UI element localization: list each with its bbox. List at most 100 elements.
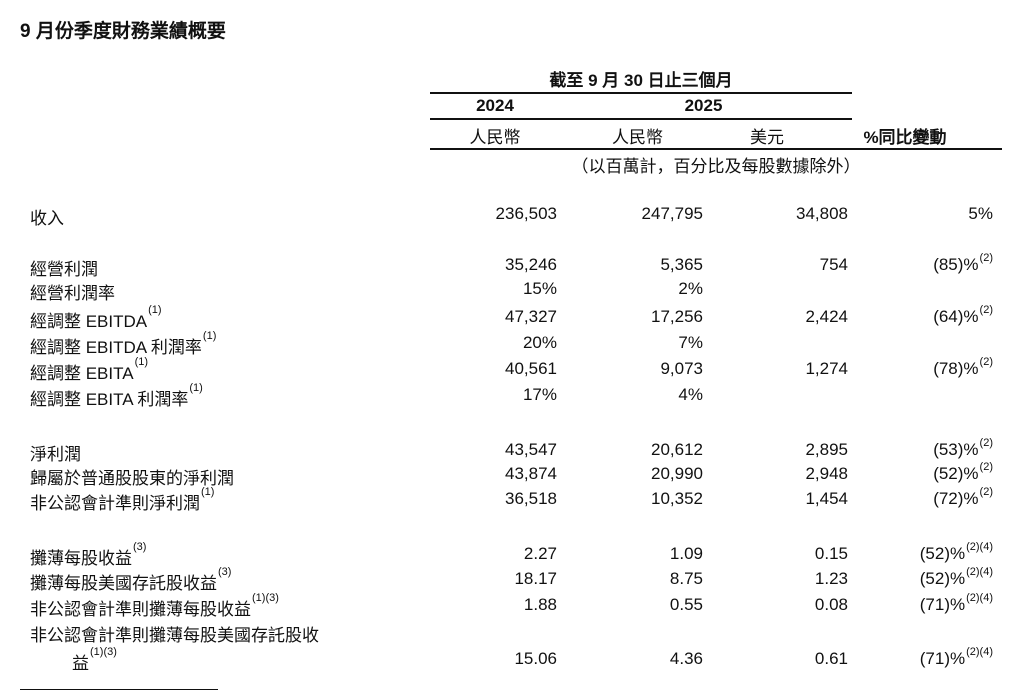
table-row: 經調整 EBITA(1) 40,561 9,073 1,274 (78)%(2)	[0, 356, 1024, 384]
yoy-text: (71)%	[919, 595, 966, 614]
value-yoy-change: (78)%(2)	[933, 356, 993, 379]
label-text: 歸屬於普通股股東的淨利潤	[30, 469, 234, 488]
value-2025-usd: 0.15	[814, 544, 848, 563]
value-2025-usd: 1.23	[814, 569, 848, 588]
value-yoy-change: (85)%(2)	[933, 252, 993, 275]
value-2025-rmb: 9,073	[660, 359, 703, 378]
value-2025-rmb: 20,612	[651, 440, 703, 459]
table-row: 經營利潤 35,246 5,365 754 (85)%(2)	[0, 252, 1024, 280]
footnote-ref: (1)	[134, 356, 149, 368]
table-row: 益(1)(3) 15.06 4.36 0.61 (71)%(2)(4)	[0, 646, 1024, 673]
row-label: 經調整 EBITDA 利潤率(1)	[30, 330, 217, 358]
row-label: 經營利潤	[30, 255, 98, 280]
value-2024-rmb: 47,327	[505, 307, 557, 326]
divider	[430, 118, 560, 120]
divider	[555, 118, 852, 120]
value-2025-rmb: 10,352	[651, 489, 703, 508]
value-2024-rmb: 43,874	[505, 464, 557, 483]
table-row: 經營利潤率 15% 2%	[0, 279, 1024, 303]
footnote-ref: (2)	[979, 461, 993, 473]
yoy-text: 5%	[968, 204, 993, 223]
footnote-ref: (3)	[133, 541, 147, 553]
label-text: 淨利潤	[30, 445, 81, 464]
divider	[555, 148, 748, 150]
row-label: 攤薄每股美國存託股收益(3)	[30, 566, 231, 594]
footnote-ref: (1)	[201, 486, 215, 498]
table-row: 非公認會計準則淨利潤(1) 36,518 10,352 1,454 (72)%(2)	[0, 486, 1024, 513]
unit-note: （以百萬計，百分比及每股數據除外）	[571, 157, 861, 176]
value-2024-rmb: 18.17	[514, 569, 557, 588]
year-2024-header: 2024	[476, 96, 514, 115]
value-yoy-change: (72)%(2)	[933, 486, 993, 509]
value-2025-rmb: 5,365	[660, 255, 703, 274]
footnote-ref: (1)	[202, 330, 217, 342]
year-2025-header: 2025	[684, 96, 723, 115]
footnote-ref: (2)	[979, 304, 993, 316]
footnote-ref: (2)(4)	[966, 646, 993, 658]
value-2025-usd: 1,454	[805, 489, 848, 508]
value-2025-usd: 2,948	[805, 464, 848, 483]
footnote-ref: (2)	[979, 486, 993, 498]
footnote-ref: (2)	[979, 252, 993, 264]
value-2024-rmb: 40,561	[505, 359, 557, 378]
table-row: 歸屬於普通股股東的淨利潤 43,874 20,990 2,948 (52)%(2)	[0, 461, 1024, 489]
divider	[682, 148, 852, 150]
value-2025-rmb: 7%	[678, 333, 703, 352]
value-2025-rmb: 17,256	[651, 307, 703, 326]
value-2025-rmb: 20,990	[651, 464, 703, 483]
row-label: 歸屬於普通股股東的淨利潤	[30, 464, 234, 489]
value-2025-usd: 0.61	[814, 649, 848, 668]
value-2024-rmb: 20%	[522, 333, 557, 352]
yoy-text: (64)%	[933, 307, 979, 326]
value-2024-rmb: 15%	[522, 279, 557, 298]
footnote-ref: (1)(3)	[252, 592, 279, 604]
label-text: 經調整 EBITDA	[30, 312, 148, 331]
value-2025-rmb: 247,795	[641, 204, 703, 223]
value-2024-rmb: 17%	[522, 385, 557, 404]
row-label: 經調整 EBITA(1)	[30, 356, 149, 384]
value-2025-usd: 34,808	[796, 204, 848, 223]
label-text: 經調整 EBITDA 利潤率	[30, 338, 202, 357]
table-row: 攤薄每股收益(3) 2.27 1.09 0.15 (52)%(2)(4)	[0, 541, 1024, 568]
row-label: 非公認會計準則攤薄每股收益(1)(3)	[30, 592, 279, 620]
value-2025-usd: 754	[819, 255, 848, 274]
label-text: 非公認會計準則淨利潤	[30, 494, 200, 513]
yoy-text: (85)%	[933, 255, 979, 274]
footnote-ref: (2)(4)	[966, 566, 993, 578]
value-2025-rmb: 4%	[678, 385, 703, 404]
value-2024-rmb: 2.27	[523, 544, 557, 563]
label-text: 經營利潤	[30, 260, 98, 279]
footnote-ref: (1)(3)	[90, 646, 117, 658]
col-usd: 美元	[750, 128, 784, 147]
yoy-text: (52)%	[919, 544, 966, 563]
value-yoy-change: (53)%(2)	[933, 437, 993, 460]
value-2024-rmb: 36,518	[505, 489, 557, 508]
footnote-ref: (1)	[148, 304, 162, 316]
label-text: 經調整 EBITA 利潤率	[30, 390, 189, 409]
value-2025-usd: 1,274	[805, 359, 848, 378]
value-2025-rmb: 8.75	[669, 569, 703, 588]
label-text: 收入	[30, 209, 64, 228]
value-yoy-change: (71)%(2)(4)	[920, 646, 993, 669]
table-row: 經調整 EBITDA 利潤率(1) 20% 7%	[0, 330, 1024, 358]
row-label: 淨利潤	[30, 440, 81, 465]
footnote-ref: (2)	[979, 437, 993, 449]
divider	[430, 148, 560, 150]
value-2025-rmb: 0.55	[669, 595, 703, 614]
yoy-text: (53)%	[933, 440, 979, 459]
value-2024-rmb: 43,547	[505, 440, 557, 459]
label-text: 益	[72, 654, 89, 673]
col-yoy: %同比變動	[863, 128, 947, 147]
period-header: 截至 9 月 30 日止三個月	[549, 71, 733, 90]
value-2025-usd: 2,424	[805, 307, 848, 326]
value-yoy-change: (52)%(2)(4)	[920, 566, 993, 589]
label-text: 非公認會計準則攤薄每股收益	[30, 600, 251, 619]
value-2024-rmb: 1.88	[523, 595, 557, 614]
table-row: 經調整 EBITDA(1) 47,327 17,256 2,424 (64)%(2)	[0, 304, 1024, 331]
table-row: 非公認會計準則攤薄每股美國存託股收	[0, 621, 1024, 645]
label-text: 攤薄每股美國存託股收益	[30, 574, 217, 593]
value-yoy-change: 5%	[968, 204, 993, 224]
value-2024-rmb: 15.06	[514, 649, 557, 668]
label-text: 非公認會計準則攤薄每股美國存託股收	[30, 626, 319, 645]
value-yoy-change: (71)%(2)(4)	[919, 592, 993, 615]
